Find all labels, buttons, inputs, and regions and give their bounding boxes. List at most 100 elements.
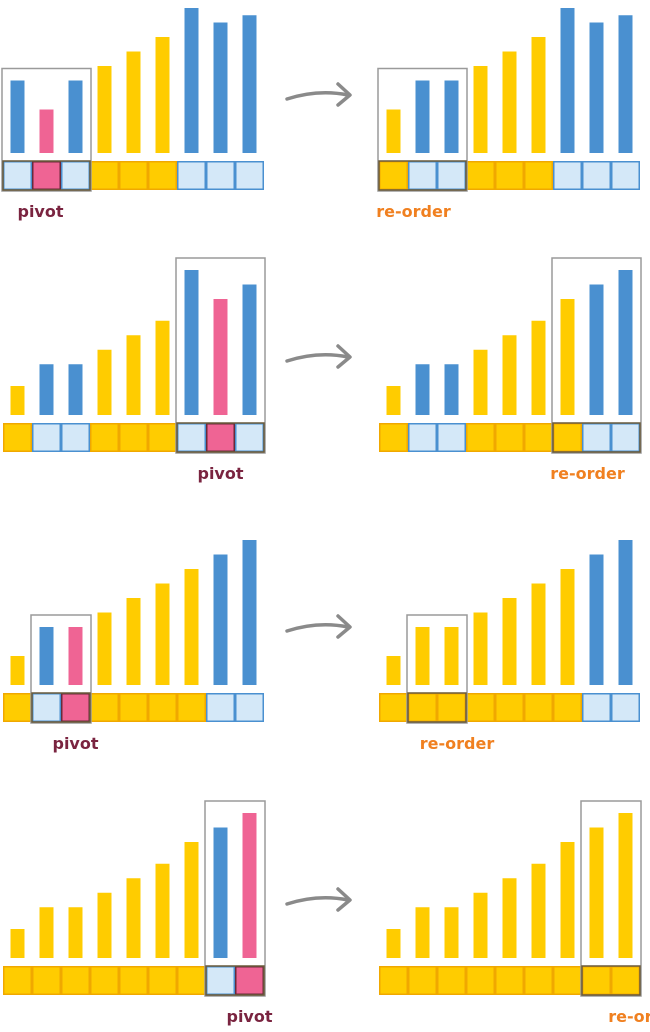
array-cell-yellow — [466, 966, 495, 995]
bar-blue — [39, 627, 54, 685]
array-cell-blue — [61, 161, 90, 190]
arrow-shaft — [285, 896, 350, 906]
bar-yellow — [126, 598, 141, 685]
reorder-label: re-order — [376, 202, 451, 221]
bar-yellow — [97, 349, 112, 415]
step-4-arrow-icon — [285, 887, 352, 912]
array-cell-yellow — [582, 966, 611, 995]
array-cell-yellow — [148, 161, 177, 190]
bar-yellow — [386, 656, 401, 685]
bar-yellow — [444, 907, 459, 958]
bar-yellow — [502, 878, 517, 958]
bar-blue — [68, 80, 83, 153]
step-2-arrow-icon — [285, 344, 352, 369]
array-cell-blue — [177, 161, 206, 190]
bar-blue — [589, 554, 604, 685]
bar-blue — [184, 8, 199, 153]
array-cell-yellow — [495, 693, 524, 722]
bar-yellow — [126, 51, 141, 153]
subarray-cells-outline — [378, 160, 467, 191]
array-cell-yellow — [90, 161, 119, 190]
array-cell-yellow — [3, 693, 32, 722]
array-cell-blue — [32, 693, 61, 722]
bar-blue — [242, 284, 257, 415]
array-cell-yellow — [90, 423, 119, 452]
bar-yellow — [39, 907, 54, 958]
array-cell-yellow — [148, 693, 177, 722]
bar-yellow — [531, 320, 546, 415]
array-cell-yellow — [408, 966, 437, 995]
bar-yellow — [473, 892, 488, 958]
bar-blue — [415, 80, 430, 153]
subarray-highlight-box — [175, 257, 266, 454]
bar-yellow — [386, 929, 401, 958]
reorder-label: re-order — [550, 464, 625, 483]
array-cell-blue — [437, 161, 466, 190]
bar-yellow — [531, 37, 546, 153]
subarray-cells-outline — [176, 422, 265, 453]
arrow-shaft — [285, 623, 350, 633]
bar-yellow — [560, 842, 575, 958]
array-cell-yellow — [3, 423, 32, 452]
bar-yellow — [502, 51, 517, 153]
array-cell-yellow — [466, 161, 495, 190]
array-cell-yellow — [148, 966, 177, 995]
array-cell-yellow — [437, 966, 466, 995]
bar-pink — [213, 299, 228, 415]
array-cell-pink — [32, 161, 61, 190]
bar-blue — [415, 364, 430, 415]
bar-yellow — [502, 335, 517, 415]
bar-yellow — [618, 813, 633, 958]
array-cell-yellow — [437, 693, 466, 722]
array-cell-blue — [582, 693, 611, 722]
step-2-after-panel: re-order — [379, 257, 642, 483]
array-cell-yellow — [553, 966, 582, 995]
array-cell-blue — [206, 161, 235, 190]
bar-yellow — [155, 583, 170, 685]
array-cell-blue — [611, 693, 640, 722]
array-cell-yellow — [611, 966, 640, 995]
array-cell-yellow — [148, 423, 177, 452]
bar-yellow — [126, 335, 141, 415]
bar-yellow — [589, 827, 604, 958]
step-3-arrow-icon — [285, 614, 352, 639]
bar-yellow — [68, 907, 83, 958]
array-cell-yellow — [524, 423, 553, 452]
array-cell-blue — [611, 161, 640, 190]
array-cell-blue — [206, 966, 235, 995]
array-cell-yellow — [495, 423, 524, 452]
array-cell-blue — [3, 161, 32, 190]
subarray-cells-outline — [31, 692, 91, 723]
array-cell-yellow — [119, 423, 148, 452]
subarray-highlight-box — [204, 800, 266, 997]
bar-blue — [68, 364, 83, 415]
bar-yellow — [444, 627, 459, 685]
step-2-before-panel: pivot — [3, 257, 266, 483]
array-cell-yellow — [177, 693, 206, 722]
bar-blue — [444, 364, 459, 415]
bar-blue — [10, 80, 25, 153]
array-cell-yellow — [408, 693, 437, 722]
arrow-head — [336, 344, 352, 369]
array-cell-yellow — [495, 966, 524, 995]
array-cell-yellow — [553, 693, 582, 722]
array-cell-blue — [177, 423, 206, 452]
array-cell-pink — [61, 693, 90, 722]
bar-yellow — [155, 320, 170, 415]
array-cell-yellow — [32, 966, 61, 995]
bar-yellow — [126, 878, 141, 958]
bar-yellow — [184, 842, 199, 958]
array-cell-blue — [235, 423, 264, 452]
array-cell-blue — [582, 423, 611, 452]
bar-blue — [242, 15, 257, 153]
array-cell-yellow — [379, 161, 408, 190]
bar-yellow — [560, 299, 575, 415]
bar-yellow — [97, 66, 112, 153]
bar-yellow — [155, 863, 170, 958]
array-cell-yellow — [524, 693, 553, 722]
bar-blue — [618, 15, 633, 153]
pivot-label: pivot — [226, 1007, 272, 1026]
array-cell-yellow — [119, 966, 148, 995]
reorder-label: re-order — [608, 1007, 650, 1026]
step-1-before-panel: pivot — [1, 8, 264, 221]
